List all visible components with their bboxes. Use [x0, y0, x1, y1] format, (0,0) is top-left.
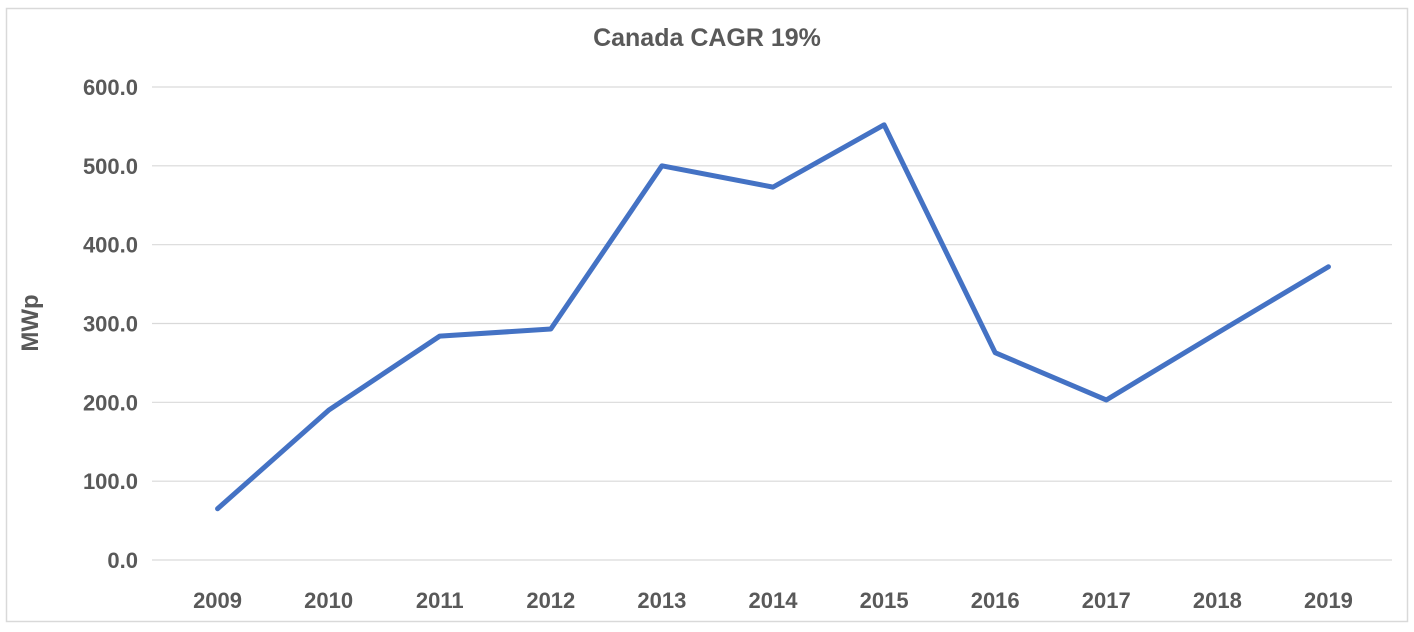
line-series: [215, 122, 1331, 512]
y-tick-label: 300.0: [83, 312, 138, 337]
x-tick-label: 2015: [860, 588, 909, 613]
x-tick-label: 2019: [1304, 588, 1353, 613]
x-tick-label: 2010: [304, 588, 353, 613]
y-tick-label: 200.0: [83, 390, 138, 415]
y-axis-tick-labels: 0.0 100.0 200.0 300.0 400.0 500.0 600.0: [83, 75, 138, 573]
x-tick-label: 2011: [416, 588, 464, 613]
x-tick-label: 2017: [1082, 588, 1131, 613]
x-axis-tick-labels: 2009 2010 2011 2012 2013 2014 2015 2016 2017 2018…: [193, 588, 1353, 613]
y-axis-title: MWp: [17, 294, 44, 351]
y-tick-label: 100.0: [83, 469, 138, 494]
x-tick-label: 2014: [749, 588, 799, 613]
x-tick-label: 2009: [193, 588, 242, 613]
y-tick-label: 600.0: [83, 75, 138, 100]
x-tick-label: 2012: [526, 588, 575, 613]
chart-title: Canada CAGR 19%: [593, 24, 821, 52]
x-tick-label: 2013: [637, 588, 686, 613]
y-tick-label: 0.0: [107, 548, 138, 573]
y-tick-label: 400.0: [83, 233, 138, 258]
gridlines: [152, 86, 1392, 561]
y-tick-label: 500.0: [83, 154, 138, 179]
x-tick-label: 2016: [971, 588, 1020, 613]
x-tick-label: 2018: [1193, 588, 1242, 613]
chart-border: [5, 7, 1409, 623]
